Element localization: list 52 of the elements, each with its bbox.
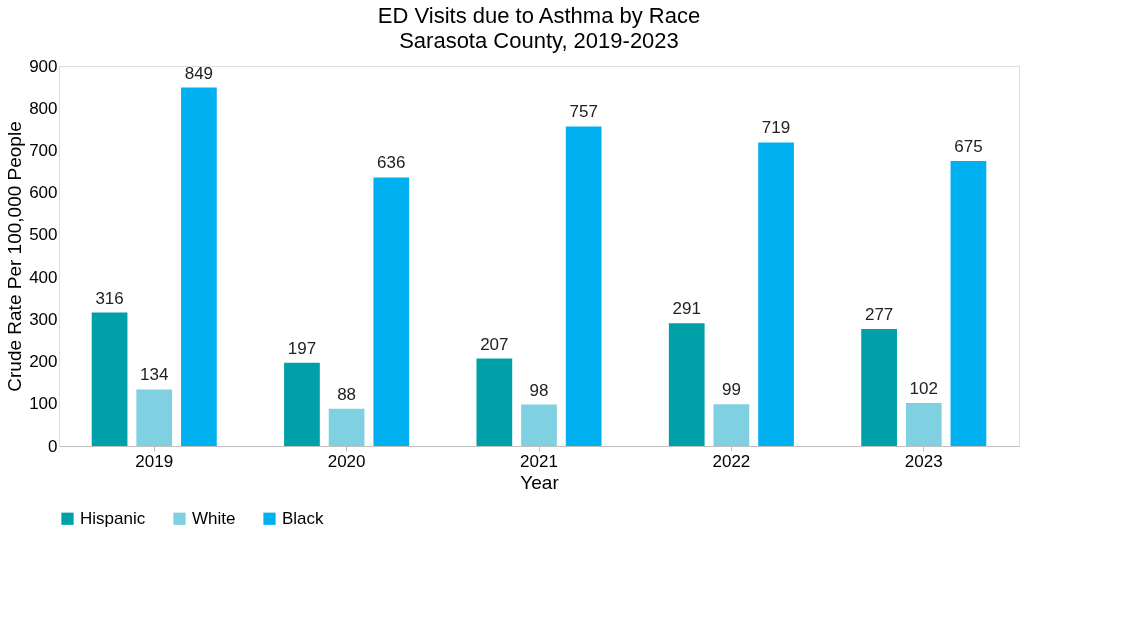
y-tick-label: 0 <box>48 436 58 456</box>
y-tick-label: 900 <box>29 56 58 76</box>
data-label: 849 <box>184 63 214 83</box>
data-label: 636 <box>377 153 406 173</box>
bar <box>950 161 987 446</box>
bar <box>476 358 513 446</box>
data-label: 719 <box>761 118 791 138</box>
legend-label: Hispanic <box>80 508 146 528</box>
x-tick-label: 2023 <box>904 451 943 471</box>
x-tick-label: 2019 <box>135 451 174 471</box>
x-tick-label: 2021 <box>520 451 558 471</box>
bar <box>668 323 705 446</box>
y-tick-label: 600 <box>29 183 58 203</box>
chart-subtitle: Sarasota County, 2019-2023 <box>399 28 679 53</box>
y-axis-title: Crude Rate Per 100,000 People <box>4 121 26 392</box>
data-label: 316 <box>95 288 124 308</box>
data-label: 675 <box>954 137 983 156</box>
bar <box>861 329 897 446</box>
bar <box>905 402 942 446</box>
data-label: 102 <box>909 378 938 398</box>
bar <box>373 177 410 446</box>
y-tick-label: 800 <box>29 98 58 118</box>
bar <box>521 404 557 446</box>
data-label: 197 <box>287 338 317 358</box>
bar <box>565 126 602 446</box>
data-label: 88 <box>337 384 357 404</box>
data-label: 207 <box>480 334 509 354</box>
x-tick-label: 2020 <box>327 451 366 471</box>
chart-title: ED Visits due to Asthma by Race <box>377 3 701 28</box>
bar <box>91 312 128 446</box>
x-axis-title: Year <box>520 471 560 493</box>
data-label: 134 <box>140 365 169 385</box>
legend-label: White <box>192 508 236 528</box>
data-label: 98 <box>529 380 549 400</box>
bar <box>328 408 365 446</box>
bar <box>136 389 173 446</box>
bar <box>181 87 217 446</box>
y-tick-label: 500 <box>29 225 58 245</box>
y-tick-label: 700 <box>29 140 58 160</box>
y-tick-label: 100 <box>29 394 58 414</box>
data-label: 277 <box>864 305 894 325</box>
bar <box>758 142 794 446</box>
bar <box>713 404 750 446</box>
data-label: 99 <box>721 380 741 400</box>
legend-label: Black <box>282 508 325 528</box>
bar <box>284 362 320 446</box>
y-tick-label: 200 <box>29 352 58 372</box>
y-tick-label: 300 <box>29 309 58 329</box>
data-label: 757 <box>569 102 598 122</box>
x-tick-label: 2022 <box>712 451 751 471</box>
y-tick-label: 400 <box>29 267 58 287</box>
data-label: 291 <box>672 299 701 319</box>
